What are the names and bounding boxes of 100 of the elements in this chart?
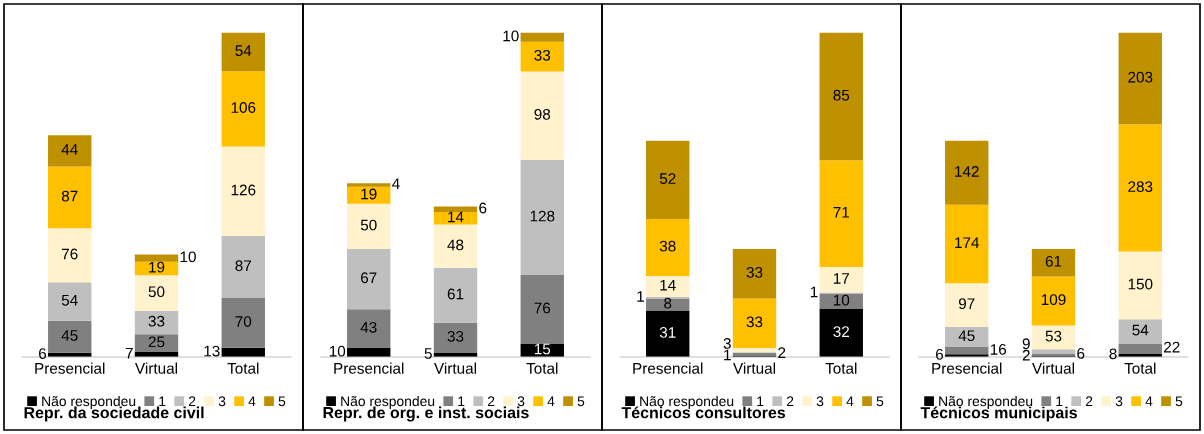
data-label: 9: [1022, 338, 1030, 350]
data-label: 53: [1045, 330, 1062, 342]
data-label: 7: [125, 347, 133, 359]
data-label: 87: [235, 260, 251, 272]
legend-label: 4: [1145, 396, 1153, 407]
legend-label: 1: [757, 396, 764, 407]
data-label: 203: [1128, 71, 1153, 83]
data-label: 45: [958, 330, 975, 342]
data-label: 8: [1109, 348, 1117, 360]
data-label: 150: [1128, 278, 1153, 290]
data-label: 54: [1132, 324, 1149, 336]
data-label: 22: [1164, 341, 1180, 353]
legend-label: 5: [876, 396, 884, 407]
x-tick-label: Presencial: [932, 362, 1002, 374]
data-label: 97: [958, 298, 975, 310]
legend-label: 3: [816, 396, 824, 407]
data-label: 33: [746, 316, 763, 328]
data-label: 128: [530, 210, 555, 222]
x-tick-label: Total: [526, 362, 558, 374]
data-label: 85: [833, 89, 850, 101]
data-label: 14: [660, 279, 676, 291]
data-label: 54: [235, 45, 252, 57]
x-tick-label: Presencial: [35, 362, 105, 374]
data-label: 25: [148, 336, 165, 348]
data-label: 71: [833, 207, 850, 218]
data-label: 10: [180, 251, 196, 263]
data-label: 87: [61, 190, 78, 202]
data-label: 8: [664, 297, 672, 309]
data-label: 109: [1041, 294, 1066, 306]
legend-label: 3: [218, 396, 226, 407]
data-label: 33: [534, 49, 551, 61]
x-tick-label: Virtual: [434, 362, 476, 374]
data-label: 38: [659, 240, 676, 252]
data-label: 19: [361, 188, 377, 200]
x-tick-label: Virtual: [733, 362, 775, 374]
data-label: 174: [955, 237, 980, 248]
data-label: 52: [659, 173, 676, 184]
legend-label: 4: [846, 396, 854, 407]
data-label: 106: [231, 102, 256, 113]
x-tick-label: Total: [825, 362, 857, 374]
legend-label: 1: [159, 396, 166, 407]
data-label: 54: [61, 294, 78, 306]
data-label: 70: [235, 316, 252, 327]
legend-label: 5: [577, 396, 585, 407]
data-label: 2: [778, 347, 786, 358]
data-label: 10: [833, 294, 850, 306]
data-label: 13: [204, 345, 220, 357]
data-label: 50: [148, 286, 165, 298]
data-label: 76: [62, 248, 78, 260]
data-label: 19: [149, 261, 165, 273]
data-label: 17: [833, 273, 849, 284]
data-label: 4: [392, 178, 400, 189]
legend-label: 2: [188, 396, 196, 407]
data-label: 31: [659, 327, 676, 338]
x-tick-label: Virtual: [1032, 362, 1074, 374]
legend-label: 3: [1115, 396, 1123, 407]
data-label: 15: [534, 343, 551, 355]
data-label: 10: [503, 30, 519, 42]
data-label: 50: [360, 219, 377, 231]
x-tick-label: Virtual: [135, 362, 177, 374]
legend-label: 4: [547, 396, 555, 407]
legend-label: 3: [517, 396, 525, 407]
data-label: 14: [448, 211, 464, 223]
data-label: 2: [1022, 349, 1030, 361]
x-tick-label: Presencial: [334, 362, 404, 374]
data-label: 44: [61, 144, 78, 155]
data-label: 6: [1077, 348, 1085, 359]
data-label: 10: [329, 345, 346, 357]
data-label: 98: [534, 108, 551, 120]
data-label: 5: [424, 348, 432, 359]
data-label: 48: [447, 239, 464, 251]
data-label: 33: [746, 266, 763, 278]
data-label: 283: [1128, 181, 1153, 192]
data-label: 6: [479, 202, 487, 214]
data-label: 142: [955, 166, 979, 177]
data-label: 76: [534, 302, 551, 314]
data-label: 61: [447, 288, 464, 300]
data-label: 1: [724, 349, 731, 361]
legend-label: 2: [1085, 396, 1093, 407]
legend-label: 5: [278, 396, 286, 407]
data-label: 1: [637, 291, 644, 302]
legend-label: 4: [248, 396, 256, 407]
data-label: 1: [810, 286, 818, 298]
data-label: 61: [1045, 255, 1062, 267]
data-label: 6: [936, 348, 944, 360]
x-tick-label: Total: [227, 362, 259, 374]
data-label: 6: [39, 348, 47, 359]
data-label: 45: [61, 330, 78, 341]
data-label: 33: [447, 330, 464, 342]
data-label: 67: [361, 272, 377, 284]
x-tick-label: Presencial: [633, 362, 703, 374]
legend-label: 1: [458, 396, 465, 407]
data-label: 43: [360, 321, 377, 333]
data-label: 16: [990, 343, 1007, 355]
data-label: 33: [148, 315, 165, 327]
data-label: 126: [231, 184, 256, 196]
legend-label: 2: [786, 396, 794, 407]
legend-label: 1: [1056, 396, 1063, 407]
legend-label: 2: [487, 396, 495, 407]
legend-label: 5: [1175, 396, 1183, 407]
